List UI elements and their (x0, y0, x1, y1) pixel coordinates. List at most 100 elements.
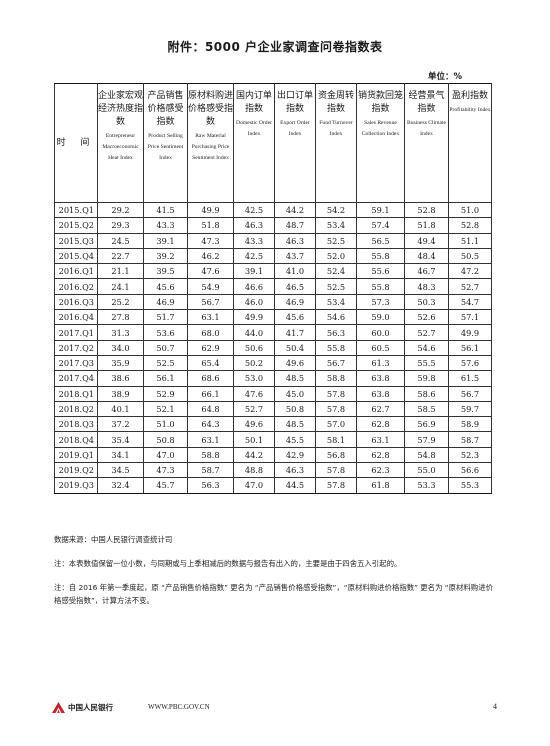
value-cell: 58.5 (404, 400, 449, 418)
value-cell: 46.2 (187, 247, 234, 265)
website-link[interactable]: WWW.PBC.GOV.CN (148, 703, 210, 711)
value-cell: 38.6 (97, 370, 144, 387)
table-row: 2017.Q2 34.0 50.7 62.9 50.6 50.4 55.8 60.5 54.6 5… (54, 339, 492, 356)
value-cell: 52.5 (315, 232, 357, 249)
value-cell: 57.8 (315, 400, 357, 418)
value-cell: 50.1 (233, 431, 275, 448)
table-row: 2018.Q4 35.4 50.8 63.1 50.1 45.5 58.1 63.1 57.9 5… (54, 431, 492, 448)
table-row: 2015.Q1 29.2 41.5 49.9 42.5 44.2 54.2 59.1 52.8 5… (54, 201, 492, 219)
value-cell: 61.3 (356, 354, 405, 372)
value-cell: 46.5 (274, 278, 316, 295)
table-row: 2017.Q1 31.3 53.6 68.0 44.0 41.7 56.3 60.0 52.7 4… (54, 324, 492, 341)
value-cell: 63.8 (356, 370, 405, 387)
quarter-cell: 2017.Q4 (54, 370, 98, 387)
value-cell: 45.6 (274, 309, 316, 326)
value-cell: 58.7 (448, 431, 492, 448)
value-cell: 55.8 (356, 247, 405, 265)
value-cell: 50.6 (233, 339, 275, 356)
value-cell: 57.1 (448, 309, 492, 326)
quarter-cell: 2018.Q1 (54, 385, 98, 402)
value-cell: 64.8 (187, 400, 234, 418)
value-cell: 58.1 (315, 431, 357, 448)
value-cell: 44.2 (233, 446, 275, 464)
table-body: 2015.Q1 29.2 41.5 49.9 42.5 44.2 54.2 59.1 52.8 5… (54, 201, 492, 494)
value-cell: 53.3 (404, 477, 449, 494)
value-cell: 37.2 (97, 416, 144, 433)
table-row: 2015.Q4 22.7 39.2 46.2 42.5 43.7 52.0 55.8 48.4 5… (54, 247, 492, 265)
value-cell: 48.5 (274, 416, 316, 433)
value-cell: 58.8 (187, 446, 234, 464)
table-row: 2019.Q2 34.5 47.3 58.7 48.8 46.3 57.8 62.3 55.0 5… (54, 462, 492, 479)
value-cell: 53.4 (315, 293, 357, 311)
value-cell: 47.0 (143, 446, 188, 464)
value-cell: 49.9 (187, 201, 234, 219)
value-cell: 29.3 (97, 217, 144, 234)
value-cell: 47.6 (187, 263, 234, 280)
quarter-cell: 2015.Q4 (54, 247, 98, 265)
value-cell: 64.3 (187, 416, 234, 433)
value-cell: 45.6 (143, 278, 188, 295)
table-row: 2015.Q2 29.3 43.3 51.8 46.3 48.7 53.4 57.4 51.8 5… (54, 217, 492, 234)
value-cell: 62.3 (356, 462, 405, 479)
value-cell: 51.7 (143, 309, 188, 326)
value-cell: 48.5 (274, 370, 316, 387)
value-cell: 47.0 (233, 477, 275, 494)
table-row: 2016.Q3 25.2 46.9 56.7 46.0 46.9 53.4 57.3 50.3 5… (54, 293, 492, 311)
quarter-cell: 2019.Q1 (54, 446, 98, 464)
value-cell: 50.5 (448, 247, 492, 265)
value-cell: 57.3 (356, 293, 405, 311)
value-cell: 43.7 (274, 247, 316, 265)
column-header: 资金周转指数 Fund Turnover Index (315, 83, 357, 203)
value-cell: 63.1 (187, 431, 234, 448)
value-cell: 57.0 (315, 416, 357, 433)
value-cell: 53.6 (143, 324, 188, 341)
value-cell: 35.9 (97, 354, 144, 372)
table-row: 2018.Q1 38.9 52.9 66.1 47.6 45.0 57.8 63.8 58.6 5… (54, 385, 492, 402)
value-cell: 43.3 (233, 232, 275, 249)
table-row: 2017.Q4 38.6 56.1 68.6 53.0 48.5 58.8 63.8 59.8 6… (54, 370, 492, 387)
value-cell: 39.1 (143, 232, 188, 249)
source-note: 数据来源：中国人民银行调查统计司 (54, 535, 173, 544)
quarter-cell: 2015.Q2 (54, 217, 98, 234)
column-header: 盈利指数 Profitability Index (448, 83, 492, 203)
value-cell: 45.5 (274, 431, 316, 448)
value-cell: 50.7 (143, 339, 188, 356)
value-cell: 52.3 (448, 446, 492, 464)
value-cell: 54.9 (187, 278, 234, 295)
table-row: 2019.Q3 32.4 45.7 56.3 47.0 44.5 57.8 61.8 53.3 5… (54, 477, 492, 494)
value-cell: 46.3 (274, 232, 316, 249)
quarter-cell: 2017.Q3 (54, 354, 98, 372)
value-cell: 48.7 (274, 217, 316, 234)
value-cell: 58.7 (187, 462, 234, 479)
table-row: 2016.Q4 27.8 51.7 63.1 49.9 45.6 54.6 59.0 52.6 5… (54, 309, 492, 326)
value-cell: 56.6 (448, 462, 492, 479)
value-cell: 48.3 (404, 278, 449, 295)
value-cell: 50.8 (274, 400, 316, 418)
value-cell: 52.8 (448, 217, 492, 234)
value-cell: 52.5 (315, 278, 357, 295)
value-cell: 39.2 (143, 247, 188, 265)
column-header: 产品销售价格感受指数 Product Selling Price Sentime… (143, 83, 188, 203)
value-cell: 56.5 (356, 232, 405, 249)
value-cell: 32.4 (97, 477, 144, 494)
page-footer: 中国人民银行 WWW.PBC.GOV.CN 4 (52, 701, 497, 715)
value-cell: 50.8 (143, 431, 188, 448)
value-cell: 54.2 (315, 201, 357, 219)
value-cell: 55.8 (315, 339, 357, 356)
value-cell: 34.0 (97, 339, 144, 356)
value-cell: 21.1 (97, 263, 144, 280)
value-cell: 49.4 (404, 232, 449, 249)
column-header: 销货款回笼指数 Sales Revenue Collection Index (356, 83, 405, 203)
value-cell: 58.6 (404, 385, 449, 402)
page-number: 4 (493, 702, 497, 711)
value-cell: 48.4 (404, 247, 449, 265)
value-cell: 43.3 (143, 217, 188, 234)
value-cell: 56.7 (448, 385, 492, 402)
value-cell: 55.6 (356, 263, 405, 280)
table-row: 2015.Q3 24.5 39.1 47.3 43.3 46.3 52.5 56.5 49.4 5… (54, 232, 492, 249)
value-cell: 62.9 (187, 339, 234, 356)
quarter-cell: 2016.Q1 (54, 263, 98, 280)
value-cell: 39.1 (233, 263, 275, 280)
value-cell: 63.1 (187, 309, 234, 326)
value-cell: 68.6 (187, 370, 234, 387)
